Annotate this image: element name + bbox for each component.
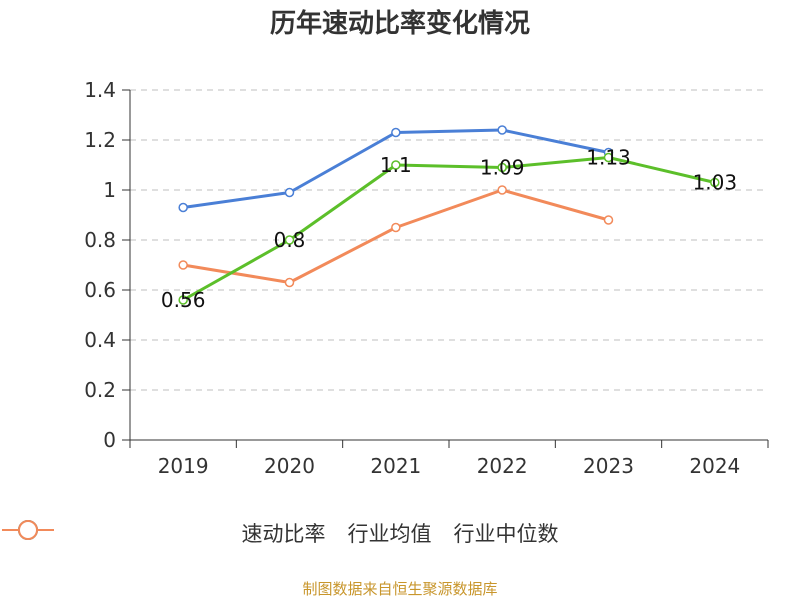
series-point-1 (284, 187, 295, 198)
series-point-0 (284, 235, 295, 245)
series-point-0 (603, 152, 614, 163)
y-tick-label: 0.6 (84, 278, 116, 302)
data-label: 0.56 (161, 288, 206, 312)
legend-item-industry-median[interactable]: 行业中位数 (2, 518, 559, 548)
data-label: 1.13 (586, 146, 631, 170)
legend-item-quick-ratio[interactable]: 速动比率 (2, 518, 326, 548)
y-tick-label: 0.2 (84, 378, 116, 402)
series-point-1 (391, 127, 401, 138)
x-tick-label: 2020 (264, 454, 315, 478)
series-point-0 (497, 162, 507, 173)
series-point-2 (178, 260, 188, 270)
x-tick-label: 2019 (158, 454, 209, 478)
source-note: 制图数据来自恒生聚源数据库 (302, 580, 498, 598)
series-point-0 (178, 295, 188, 305)
legend-label-industry-mean: 行业均值 (347, 522, 432, 546)
series-point-1 (178, 202, 188, 213)
series-point-0 (710, 177, 720, 188)
series-point-2 (284, 277, 295, 288)
y-tick-label: 0 (103, 428, 116, 452)
data-label: 1.09 (480, 156, 525, 180)
data-label: 1.03 (693, 171, 738, 195)
y-tick-label: 0.8 (84, 228, 116, 252)
chart-title: 历年速动比率变化情况 (269, 9, 530, 39)
legend-swatch-industry-median (2, 520, 54, 540)
series-point-0 (391, 160, 401, 170)
series-point-2 (603, 215, 614, 225)
x-tick-label: 2023 (583, 454, 634, 478)
y-tick-label: 1.4 (84, 78, 116, 102)
y-tick-label: 0.4 (84, 328, 116, 352)
data-label: 1.1 (380, 153, 412, 177)
y-tick-label: 1 (103, 178, 116, 202)
legend-item-industry-mean[interactable]: 行业均值 (2, 518, 432, 548)
legend: 速动比率 行业均值 行业中位数 (0, 518, 800, 548)
series-point-2 (391, 222, 401, 233)
y-tick-label: 1.2 (84, 128, 116, 152)
series-line-2 (182, 188, 609, 284)
series-point-2 (497, 185, 507, 195)
series-point-1 (497, 125, 507, 135)
x-tick-label: 2021 (370, 454, 421, 478)
legend-label-quick-ratio: 速动比率 (241, 522, 326, 546)
series-line-0 (182, 156, 716, 302)
x-tick-label: 2024 (689, 454, 740, 478)
data-label: 0.8 (274, 228, 306, 252)
legend-label-industry-median: 行业中位数 (453, 522, 559, 546)
x-tick-label: 2022 (477, 454, 528, 478)
